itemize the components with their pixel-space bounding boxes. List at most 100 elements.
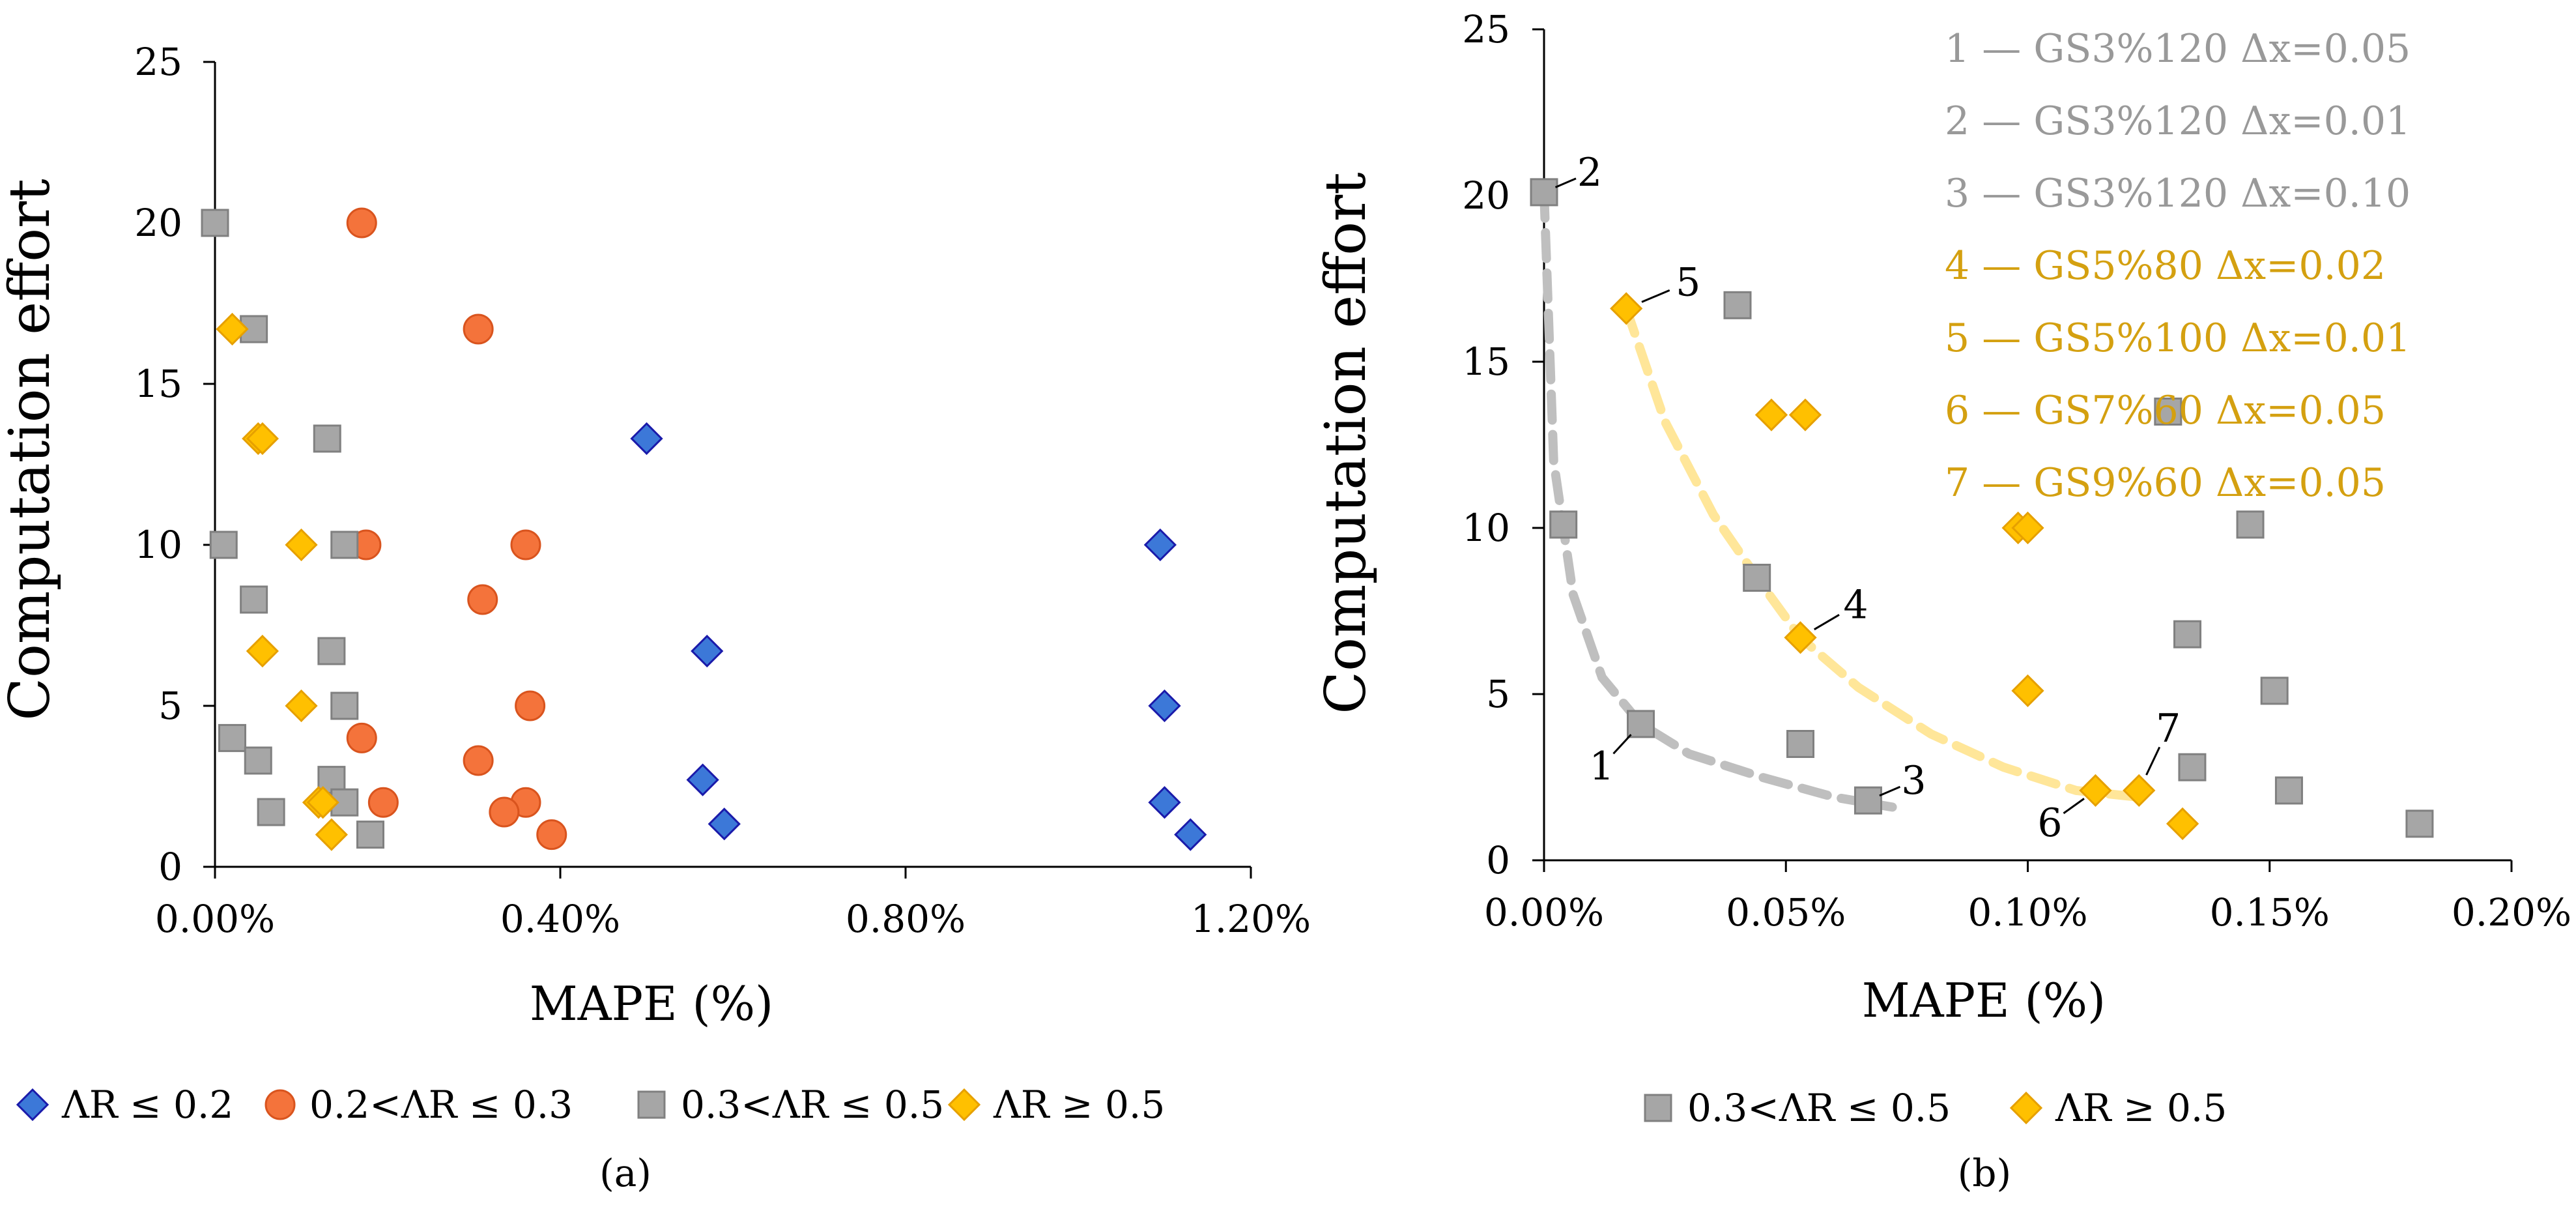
panel-caption: (a) [599, 1151, 651, 1195]
legend-list-item: 3 — GS3%120 Δx=0.10 [1945, 171, 2411, 216]
data-point-series-3 [246, 634, 279, 668]
x-axis-label: MAPE (%) [530, 976, 773, 1031]
y-tick-label: 0 [1486, 838, 1510, 882]
point-label-leader [1879, 785, 1901, 797]
data-point-series-0 [1148, 786, 1181, 819]
data-point-series-1 [1754, 398, 1788, 431]
data-point-series-1 [463, 313, 494, 345]
point-label-leader [1612, 734, 1632, 755]
data-point-series-0 [1786, 730, 1815, 758]
y-tick-label: 10 [134, 523, 182, 567]
data-point-series-0 [2173, 620, 2202, 648]
data-point-series-0 [1530, 178, 1558, 207]
point-label-2: 2 [1577, 150, 1602, 196]
y-tick-label: 5 [158, 684, 182, 728]
data-point-series-0 [1549, 510, 1578, 539]
legend-label: 0.3<ΛR ≤ 0.5 [1687, 1086, 1951, 1130]
x-tick-label: 0.00% [1484, 890, 1604, 935]
legend-marker [2009, 1091, 2043, 1125]
data-point-series-3 [285, 528, 318, 562]
legend-label: 0.3<ΛR ≤ 0.5 [681, 1083, 944, 1127]
data-point-series-1 [515, 690, 546, 721]
data-point-series-1 [2011, 674, 2044, 708]
point-label-leader [2145, 746, 2161, 776]
data-point-series-3 [306, 786, 339, 819]
point-label-leader [1554, 177, 1577, 188]
data-point-series-0 [1174, 818, 1207, 851]
x-tick-label: 0.40% [500, 897, 620, 941]
legend-list-item: 2 — GS3%120 Δx=0.01 [1945, 98, 2411, 144]
y-tick-label: 0 [158, 845, 182, 889]
y-tick-label: 25 [1462, 7, 1510, 51]
gray-trend-line [1539, 187, 1897, 812]
y-tick-label: 20 [134, 201, 182, 245]
data-point-series-1 [467, 584, 498, 615]
data-point-series-0 [708, 807, 741, 841]
data-point-series-1 [536, 819, 567, 851]
legend-list-item: 1 — GS3%120 Δx=0.05 [1945, 26, 2411, 72]
data-point-series-0 [2236, 510, 2265, 539]
data-point-series-2 [209, 531, 238, 559]
data-point-series-1 [346, 207, 377, 239]
data-point-series-0 [2405, 809, 2434, 838]
x-tick-label: 0.20% [2452, 890, 2571, 935]
x-tick-label: 0.05% [1726, 890, 1846, 935]
data-point-series-0 [691, 634, 724, 668]
data-point-series-3 [315, 818, 348, 851]
data-point-series-1 [1610, 292, 1643, 325]
data-point-series-3 [285, 689, 318, 723]
data-point-series-2 [330, 691, 359, 720]
point-label-1: 1 [1589, 744, 1614, 789]
yellow-trend-line [1622, 304, 2144, 802]
panel-a-chart: 0 5 10 15 20 25 0.00% 0.40% 0.80% 1.20% MAPE (%) Co… [0, 40, 1311, 1195]
y-tick-label: 5 [1486, 672, 1510, 716]
point-label-6: 6 [2037, 800, 2062, 846]
legend-label: 0.2<ΛR ≤ 0.3 [309, 1083, 573, 1127]
legend-list-item: 7 — GS9%60 Δx=0.05 [1945, 460, 2386, 506]
panel-b-chart: 0 5 10 15 20 25 0.00% 0.05% 0.10% 0.15% 0.20% MAPE … [1313, 7, 2571, 1195]
data-point-series-2 [240, 585, 268, 614]
legend-label: ΛR ≤ 0.2 [61, 1083, 233, 1127]
x-tick-label: 0.00% [155, 897, 275, 941]
data-point-series-0 [2260, 676, 2289, 705]
y-tick-label: 15 [1462, 340, 1510, 384]
point-label-leader [2063, 798, 2085, 815]
data-point-series-0 [2178, 753, 2207, 781]
data-point-series-2 [201, 209, 229, 237]
x-tick-label: 0.80% [846, 897, 966, 941]
legend-label: ΛR ≥ 0.5 [2055, 1086, 2227, 1130]
data-point-series-3 [216, 312, 249, 346]
x-tick-label: 0.15% [2210, 890, 2330, 935]
legend-label: ΛR ≥ 0.5 [993, 1083, 1165, 1127]
data-point-series-1 [510, 529, 541, 560]
data-point-series-0 [1743, 564, 1771, 592]
legend-marker [947, 1088, 981, 1122]
data-point-series-2 [317, 637, 346, 665]
data-point-series-2 [257, 798, 285, 826]
y-axis-label: Computation effort [1313, 172, 1379, 714]
data-point-series-2 [356, 821, 384, 849]
data-point-series-0 [1627, 710, 1655, 738]
y-tick-label: 20 [1462, 173, 1510, 218]
data-point-series-0 [2274, 776, 2303, 805]
data-point-series-0 [1143, 528, 1177, 562]
data-point-series-2 [218, 723, 246, 752]
x-axis-label: MAPE (%) [1862, 973, 2106, 1028]
y-tick-label: 25 [134, 40, 182, 84]
legend-list-item: 5 — GS5%100 Δx=0.01 [1945, 315, 2411, 361]
data-point-series-1 [2079, 774, 2112, 807]
data-point-series-1 [2166, 807, 2199, 841]
x-tick-label: 0.10% [1968, 890, 2087, 935]
data-point-series-1 [463, 745, 494, 776]
y-tick-label: 15 [134, 362, 182, 406]
x-tick-label: 1.20% [1191, 897, 1311, 941]
data-point-series-1 [367, 787, 399, 818]
y-tick-label: 10 [1462, 506, 1510, 550]
data-point-series-0 [1853, 786, 1882, 815]
data-point-series-0 [686, 763, 719, 796]
legend-marker [16, 1088, 50, 1122]
data-point-series-1 [2011, 511, 2044, 545]
data-point-series-3 [246, 422, 279, 456]
point-label-4: 4 [1843, 582, 1868, 628]
